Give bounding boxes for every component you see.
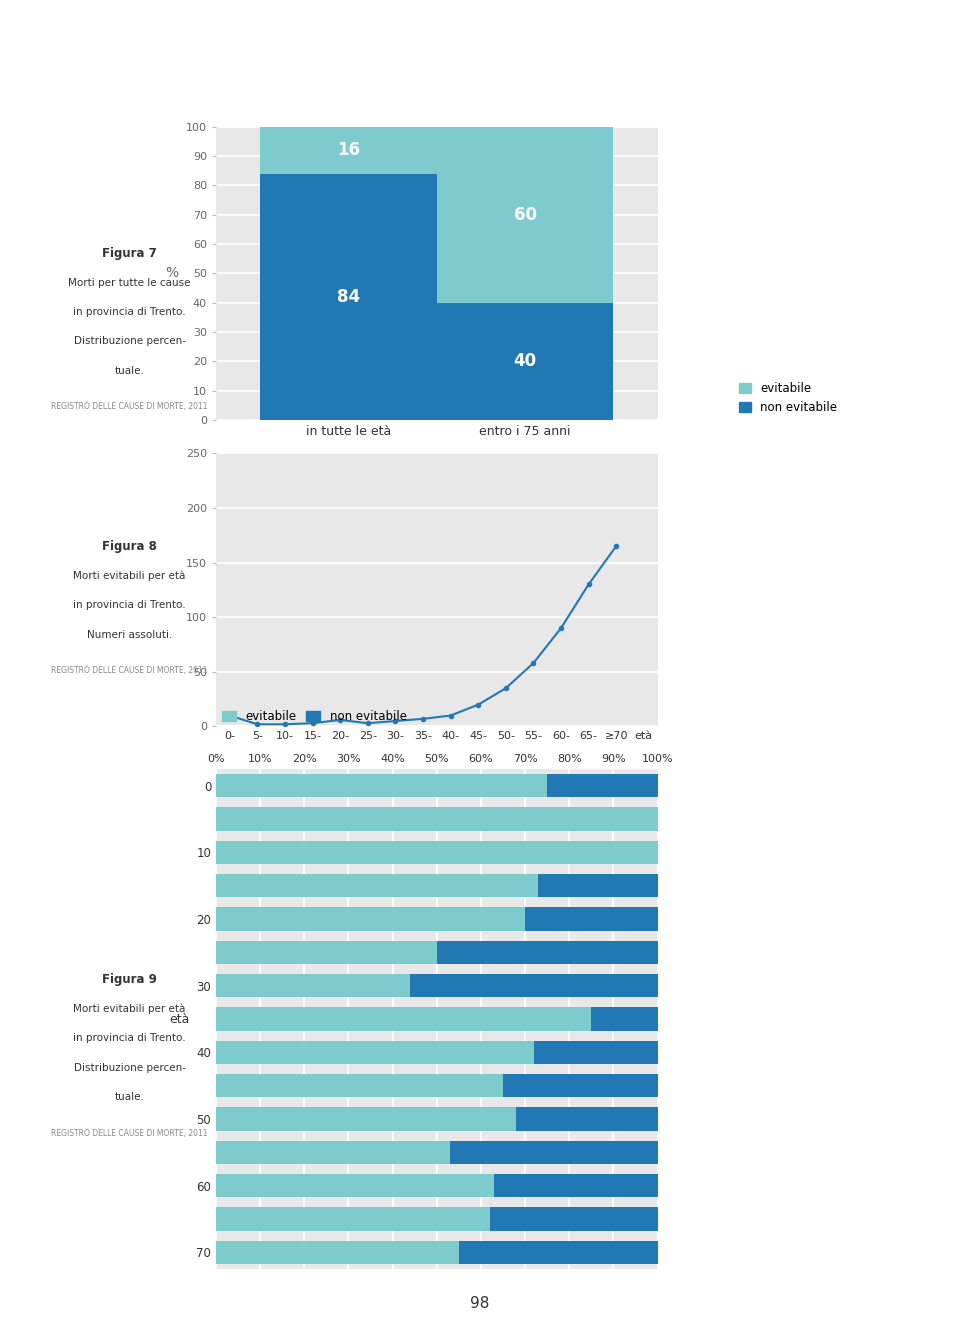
Text: 84: 84 — [337, 288, 360, 305]
Bar — [216, 1074, 503, 1097]
Bar — [525, 908, 658, 930]
Bar — [490, 1208, 658, 1230]
Bar — [547, 774, 658, 797]
Bar — [516, 1108, 658, 1130]
Bar — [216, 1141, 450, 1164]
Text: Morti evitabili per età: Morti evitabili per età — [73, 1004, 186, 1014]
Text: Figura 7: Figura 7 — [102, 247, 157, 260]
Bar — [410, 974, 658, 997]
Bar — [216, 774, 547, 797]
Bar — [260, 127, 437, 173]
Text: in provincia di Trento.: in provincia di Trento. — [73, 307, 186, 317]
Bar — [450, 1141, 658, 1164]
Bar — [534, 1041, 658, 1064]
Text: Numeri assoluti.: Numeri assoluti. — [87, 629, 172, 640]
Bar — [216, 874, 539, 897]
Bar — [216, 1041, 534, 1064]
Legend: evitabile, non evitabile: evitabile, non evitabile — [222, 710, 407, 722]
Bar — [216, 941, 437, 964]
Text: Morti evitabili per età: Morti evitabili per età — [73, 571, 186, 581]
Text: REGISTRO DELLE CAUSE DI MORTE, 2011: REGISTRO DELLE CAUSE DI MORTE, 2011 — [51, 666, 208, 674]
Bar — [503, 1074, 658, 1097]
Text: in provincia di Trento.: in provincia di Trento. — [73, 1033, 186, 1044]
Text: 60: 60 — [514, 205, 537, 224]
Text: 98: 98 — [470, 1296, 490, 1312]
Bar — [437, 127, 613, 303]
Y-axis label: età: età — [169, 1013, 190, 1025]
Bar — [216, 908, 525, 930]
Y-axis label: %: % — [165, 267, 179, 280]
Legend: evitabile, non evitabile: evitabile, non evitabile — [739, 383, 837, 415]
Bar — [260, 173, 437, 420]
Bar — [539, 874, 658, 897]
Bar — [216, 1208, 490, 1230]
Text: Distribuzione percen-: Distribuzione percen- — [74, 1062, 185, 1073]
Bar — [216, 1174, 494, 1197]
Bar — [216, 974, 410, 997]
Bar — [216, 841, 658, 864]
Text: in provincia di Trento.: in provincia di Trento. — [73, 600, 186, 611]
Bar — [437, 941, 658, 964]
Bar — [216, 1108, 516, 1130]
Text: Figura 8: Figura 8 — [102, 540, 157, 553]
Text: tuale.: tuale. — [114, 365, 145, 376]
Text: tuale.: tuale. — [114, 1092, 145, 1102]
Text: 40: 40 — [514, 352, 537, 371]
Bar — [216, 1241, 459, 1264]
Bar — [494, 1174, 658, 1197]
Bar — [437, 303, 613, 420]
Text: 16: 16 — [337, 141, 360, 159]
Text: Morti per tutte le cause: Morti per tutte le cause — [68, 277, 191, 288]
Bar — [216, 808, 658, 830]
Text: Distribuzione percen-: Distribuzione percen- — [74, 336, 185, 347]
Text: Figura 9: Figura 9 — [102, 973, 157, 986]
Bar — [591, 1008, 658, 1030]
Text: REGISTRO DELLE CAUSE DI MORTE, 2011: REGISTRO DELLE CAUSE DI MORTE, 2011 — [51, 403, 208, 411]
Text: REGISTRO DELLE CAUSE DI MORTE, 2011: REGISTRO DELLE CAUSE DI MORTE, 2011 — [51, 1129, 208, 1137]
Bar — [459, 1241, 658, 1264]
Bar — [216, 1008, 591, 1030]
